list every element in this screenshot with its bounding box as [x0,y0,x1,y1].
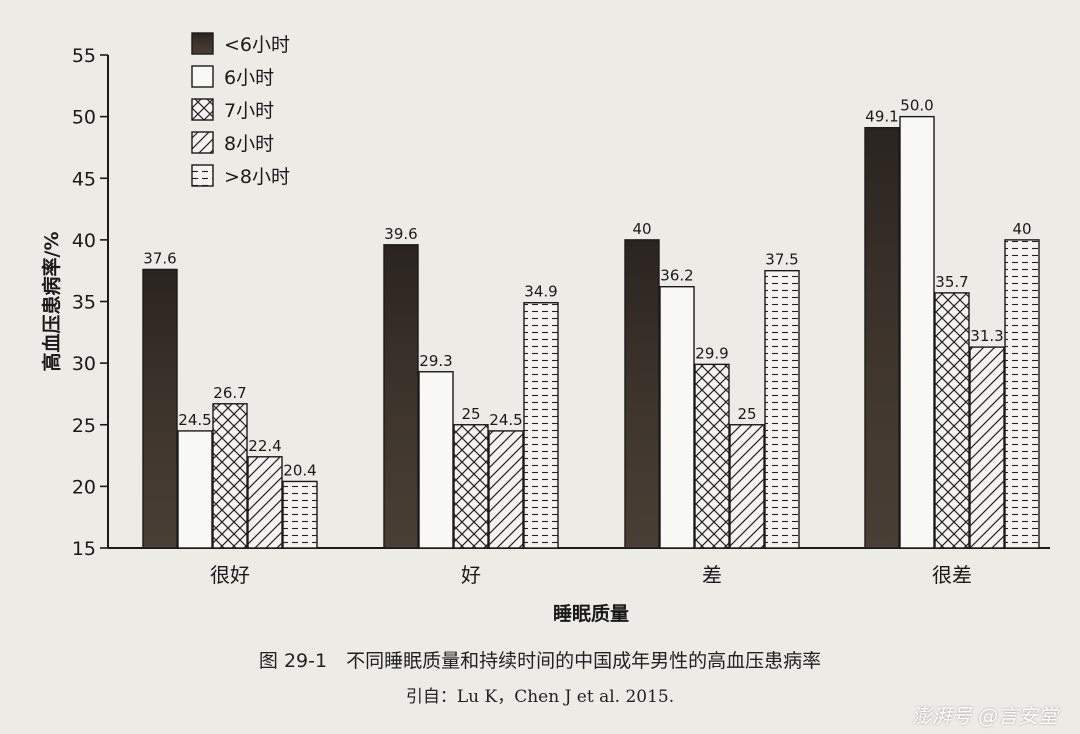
y-tick-label: 50 [72,107,96,129]
data-label: 22.4 [248,437,281,455]
bar [624,239,660,549]
data-label: 24.5 [178,411,211,429]
bar [694,363,730,549]
data-label: 40 [632,220,651,238]
data-label: 37.5 [765,251,798,269]
data-label: 24.5 [489,411,522,429]
y-tick-label: 20 [72,476,96,498]
bar [729,424,765,549]
data-label: 25 [737,405,756,423]
figure-source: 引自：Lu K，Chen J et al. 2015. [405,687,675,707]
y-axis-label: 高血压患病率/% [40,232,63,372]
bars [142,115,1040,549]
x-tick-label: 好 [461,563,481,587]
legend: <6小时 6小时 7小时 8小时 >8小时 [191,32,290,188]
y-tick-label: 35 [72,292,96,314]
bar [659,286,695,549]
data-label: 26.7 [213,384,246,402]
legend-swatch [191,131,214,154]
legend-swatch [191,98,214,121]
legend-swatch [191,32,214,55]
legend-swatch [191,65,214,88]
y-tick-label: 40 [72,230,96,252]
bar [864,127,900,549]
data-label: 20.4 [283,461,316,479]
bar [523,302,559,549]
legend-entry: 6小时 [224,67,274,89]
data-label: 35.7 [935,273,968,291]
data-label: 31.3 [970,327,1003,345]
bar [282,480,318,549]
bar [212,403,248,549]
bar [383,244,419,549]
data-label: 29.9 [695,344,728,362]
data-label: 36.2 [660,267,693,285]
x-tick-label: 很差 [932,563,972,587]
bar [177,430,213,549]
bar [142,268,178,549]
y-tick-label: 25 [72,415,96,437]
bar [488,430,524,549]
data-label: 49.1 [865,108,898,126]
bar [934,292,970,549]
watermark: 澎湃号 @言安堂 [911,704,1058,728]
bar [899,115,935,549]
bar [1004,239,1040,549]
bar [453,424,489,549]
y-tick-label: 45 [72,168,96,190]
data-label: 50.0 [900,97,933,115]
y-tick-label: 55 [72,45,96,67]
data-label: 39.6 [384,225,417,243]
bar [969,346,1005,549]
data-label: 25 [461,405,480,423]
x-tick-label: 差 [702,563,722,587]
bar [764,269,800,549]
data-label: 34.9 [524,283,557,301]
legend-swatch [191,164,214,187]
bar-chart: 15 20 25 30 35 40 45 50 55 高血压患病率/% 睡眠质量 很好 好 差 很差 37.… [40,32,1050,625]
legend-entry: <6小时 [224,34,290,56]
data-label: 40 [1012,220,1031,238]
x-tick-label: 很好 [210,563,250,587]
x-axis-label: 睡眠质量 [553,603,629,625]
bar [247,456,283,549]
y-tick-label: 30 [72,353,96,375]
data-labels: 37.624.526.722.420.439.629.325 24.534.940… [143,97,1031,480]
legend-entry: 8小时 [224,133,274,155]
legend-entry: 7小时 [224,100,274,122]
axes: 15 20 25 30 35 40 45 50 55 高血压患病率/% 睡眠质量 很好 好 差 很差 [40,45,1050,625]
y-tick-label: 15 [72,538,96,560]
legend-entry: >8小时 [224,166,290,188]
data-label: 29.3 [419,352,452,370]
figure-caption: 图 29-1 不同睡眠质量和持续时间的中国成年男性的高血压患病率 [258,650,822,672]
data-label: 37.6 [143,249,176,267]
bar [418,371,454,549]
